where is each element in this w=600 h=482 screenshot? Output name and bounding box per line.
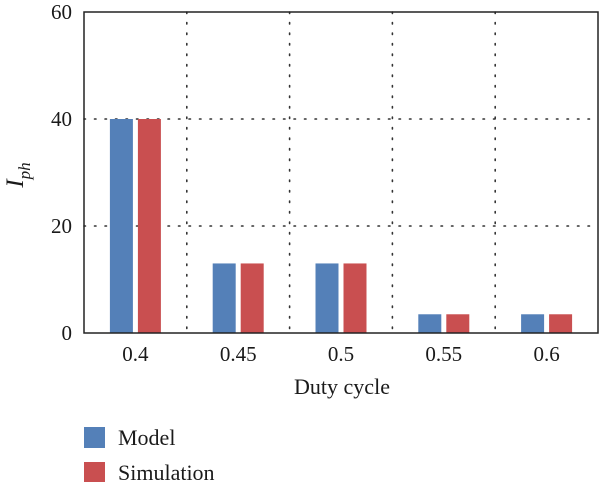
x-tick-label-1: 0.45 [220,342,257,366]
bar-simulation-0.4 [137,119,161,333]
bar-simulation-0.6 [549,314,573,333]
legend-swatch-simulation [84,462,105,482]
bars [109,119,573,333]
y-tick-label-1: 20 [51,214,72,238]
plot-frame [83,11,599,334]
y-tick-label-0: 0 [62,321,73,345]
bar-simulation-0.55 [446,314,470,333]
x-tick-label-2: 0.5 [328,342,354,366]
legend-label-model: Model [118,425,175,450]
y-tick-label-2: 40 [51,107,72,131]
bar-model-0.55 [418,314,442,333]
legend-label-simulation: Simulation [118,460,215,482]
x-axis-ticks: 0.4 0.45 0.5 0.55 0.6 [122,342,559,366]
bar-model-0.6 [521,314,545,333]
x-axis-label: Duty cycle [294,374,390,399]
bar-simulation-0.45 [240,263,264,333]
legend: Model Simulation [84,425,215,482]
x-tick-label-0: 0.4 [122,342,149,366]
y-axis-label-subscript: ph [15,162,34,180]
x-tick-label-3: 0.55 [425,342,462,366]
y-axis-label-base: I [2,178,29,189]
y-axis-ticks: 0 20 40 60 [51,0,72,345]
grid-lines [83,11,599,334]
bar-model-0.4 [109,119,133,333]
bar-simulation-0.5 [343,263,367,333]
bar-model-0.5 [315,263,339,333]
y-axis-label: Iph [2,162,34,188]
x-tick-label-4: 0.6 [533,342,559,366]
bar-model-0.45 [212,263,236,333]
legend-swatch-model [84,427,105,448]
y-tick-label-3: 60 [51,0,72,24]
